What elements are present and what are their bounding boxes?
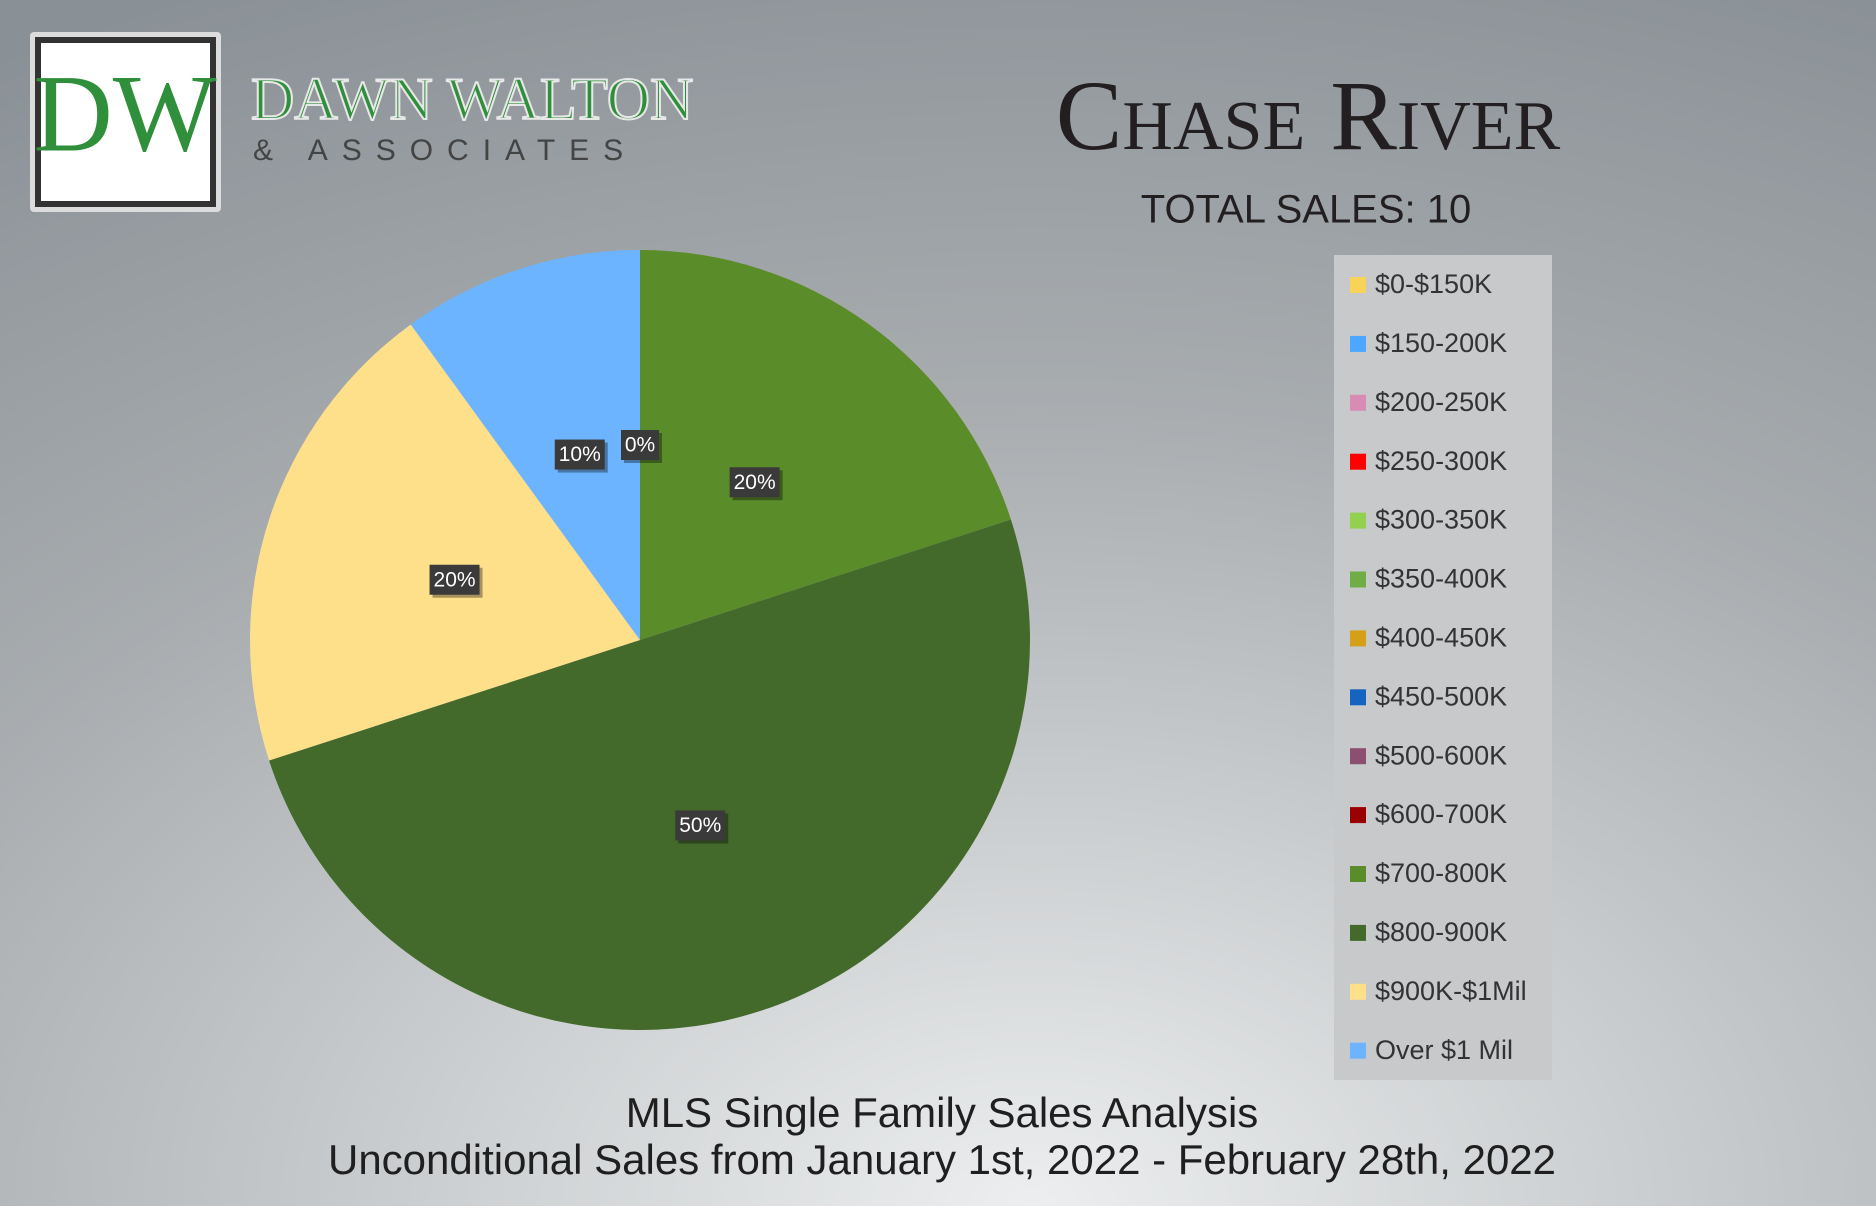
pie-slice [269, 519, 1030, 1031]
data-label-box [621, 430, 659, 460]
logo-tagline: & ASSOCIATES [253, 134, 637, 167]
logo-name: DAWN WALTON [251, 66, 693, 132]
legend-label: Over $1 Mil [1375, 1035, 1513, 1065]
legend-label: $150-200K [1375, 328, 1507, 358]
data-label-box [429, 564, 480, 595]
pie-slice [410, 250, 640, 640]
legend-swatch [1350, 1042, 1366, 1059]
data-label-box [675, 810, 726, 841]
legend-swatch [1350, 924, 1366, 941]
chart-title: Chase River [1056, 60, 1561, 171]
legend-swatch [1350, 394, 1366, 411]
legend-swatch [1350, 689, 1366, 706]
chart-subtitle: TOTAL SALES: 10 [1141, 188, 1472, 232]
data-label: 0% [625, 434, 655, 457]
data-label: 50% [679, 814, 721, 837]
legend-label: $250-300K [1375, 446, 1507, 476]
data-label: 10% [559, 443, 601, 466]
legend-swatch [1350, 335, 1366, 352]
footer-line: MLS Single Family Sales Analysis [626, 1089, 1259, 1136]
legend-label: $0-$150K [1375, 269, 1492, 299]
logo-box [35, 37, 216, 207]
legend-label: $500-600K [1375, 740, 1507, 770]
legend-swatch [1350, 571, 1366, 588]
legend-swatch [1350, 748, 1366, 765]
footer-line: Unconditional Sales from January 1st, 20… [328, 1136, 1556, 1183]
legend-label: $350-400K [1375, 564, 1507, 594]
legend-label: $900K-$1Mil [1375, 976, 1527, 1006]
legend-swatch [1350, 630, 1366, 647]
legend-label: $200-250K [1375, 387, 1507, 417]
legend-box [1334, 255, 1552, 1080]
legend-swatch [1350, 983, 1366, 1000]
legend-swatch [1350, 807, 1366, 824]
legend-swatch [1350, 453, 1366, 470]
data-label: 20% [434, 568, 476, 591]
data-label-box [729, 467, 780, 498]
logo-monogram: DW [33, 52, 216, 174]
legend-label: $600-700K [1375, 799, 1507, 829]
legend-label: $450-500K [1375, 681, 1507, 711]
legend-label: $800-900K [1375, 917, 1507, 947]
legend-label: $700-800K [1375, 858, 1507, 888]
legend-swatch [1350, 277, 1366, 293]
data-label-box [554, 439, 605, 470]
legend-swatch [1350, 512, 1366, 529]
legend-label: $300-350K [1375, 505, 1507, 535]
legend-swatch [1350, 866, 1366, 882]
pie-slice [640, 250, 1011, 640]
pie-slice [250, 324, 641, 761]
legend-label: $400-450K [1375, 623, 1507, 653]
data-label: 20% [734, 471, 776, 494]
